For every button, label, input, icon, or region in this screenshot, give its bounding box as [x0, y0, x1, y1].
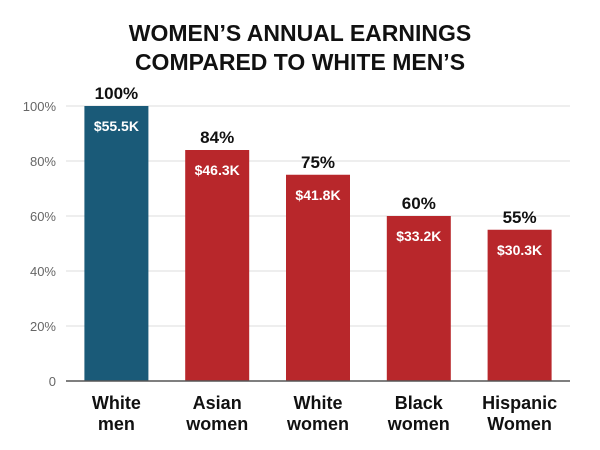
- y-tick-label: 100%: [23, 99, 57, 114]
- bar: [386, 216, 451, 381]
- bar-percent-label: 84%: [200, 128, 234, 147]
- y-tick-label: 40%: [30, 264, 56, 279]
- y-tick-label: 0: [49, 374, 56, 389]
- x-category-label: men: [98, 414, 135, 434]
- x-category-label: Black: [395, 393, 444, 413]
- x-category-label: women: [286, 414, 349, 434]
- x-category-label: Asian: [193, 393, 242, 413]
- y-tick-label: 60%: [30, 209, 56, 224]
- bar: [84, 106, 149, 381]
- bar-earnings-label: $30.3K: [497, 242, 542, 258]
- y-tick-label: 20%: [30, 319, 56, 334]
- bar-earnings-label: $41.8K: [295, 187, 340, 203]
- y-axis: 0 20% 40% 60% 80% 100%: [23, 99, 57, 389]
- bars: 100% $55.5K 84% $46.3K 75% $41.8K 60% $33.2K 55%…: [84, 84, 552, 381]
- y-tick-label: 80%: [30, 154, 56, 169]
- bar-percent-label: 60%: [402, 194, 436, 213]
- x-category-label: White: [92, 393, 141, 413]
- bar: [185, 150, 250, 381]
- x-category-label: Hispanic: [482, 393, 557, 413]
- bar-earnings-label: $33.2K: [396, 228, 441, 244]
- bar-percent-label: 100%: [95, 84, 138, 103]
- x-category-label: women: [387, 414, 450, 434]
- bar-percent-label: 55%: [503, 208, 537, 227]
- bar-earnings-label: $46.3K: [195, 162, 240, 178]
- bar: [487, 229, 552, 381]
- chart-title-line-1: WOMEN’S ANNUAL EARNINGS: [129, 20, 471, 46]
- bar: [286, 174, 350, 381]
- x-category-label: women: [185, 414, 248, 434]
- x-axis: WhitemenAsianwomenWhitewomenBlackwomenHi…: [66, 380, 570, 434]
- chart-title-line-2: COMPARED TO WHITE MEN’S: [135, 49, 465, 75]
- bar-earnings-label: $55.5K: [94, 118, 139, 134]
- bar-percent-label: 75%: [301, 153, 335, 172]
- x-category-label: Women: [487, 414, 552, 434]
- x-category-label: White: [294, 393, 343, 413]
